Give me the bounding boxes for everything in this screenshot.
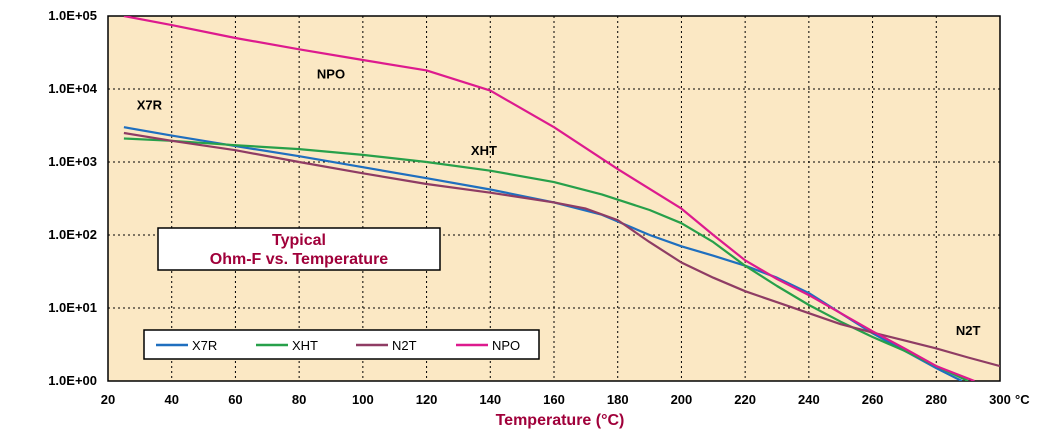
series-line-x7r (123, 126, 963, 381)
series-line-n2t (123, 131, 1000, 368)
x-tick-label: 160 (543, 392, 565, 407)
chart-title-line-1: Typical (272, 232, 326, 249)
x-tick-label: 220 (734, 392, 756, 407)
legend-label-n2t: N2T (392, 338, 417, 353)
x-tick-label: 240 (798, 392, 820, 407)
x-tick-label: 140 (479, 392, 501, 407)
legend: X7R XHT N2T NPO (143, 329, 540, 360)
x-tick-label: 40 (164, 392, 178, 407)
y-tick-label: 1.0E+03 (48, 154, 97, 169)
x-tick-label: 80 (292, 392, 306, 407)
x-tick-label: 60 (228, 392, 242, 407)
legend-label-npo: NPO (492, 338, 520, 353)
x-tick-label: 100 (352, 392, 374, 407)
y-axis-tick-labels: 1.0E+00 1.0E+01 1.0E+02 1.0E+03 1.0E+04 1.0E+… (48, 8, 98, 388)
grid-lines (108, 16, 1000, 381)
legend-label-x7r: X7R (192, 338, 217, 353)
chart-title-box: Typical Ohm-F vs. Temperature (157, 227, 441, 271)
x-tick-label: 200 (671, 392, 693, 407)
series-label-npo: NPO (317, 66, 345, 81)
series-label-xht: XHT (471, 143, 497, 158)
y-tick-label: 1.0E+00 (48, 373, 97, 388)
x-tick-label: 20 (101, 392, 115, 407)
x-tick-label: 300 (989, 392, 1011, 407)
series-lines (123, 16, 1000, 381)
y-tick-label: 1.0E+02 (48, 227, 97, 242)
series-line-xht (123, 137, 969, 381)
x-tick-label: 260 (862, 392, 884, 407)
x-tick-label: 280 (925, 392, 947, 407)
x-tick-label: 120 (416, 392, 438, 407)
legend-label-xht: XHT (292, 338, 318, 353)
y-tick-label: 1.0E+05 (48, 8, 97, 23)
x-axis-title: Temperature (°C) (496, 412, 625, 429)
x-unit-suffix: °C (1015, 392, 1030, 407)
title-box-frame (157, 227, 441, 271)
series-label-n2t: N2T (956, 323, 981, 338)
y-tick-label: 1.0E+04 (48, 81, 98, 96)
series-line-npo (123, 16, 975, 381)
chart-title-line-2: Ohm-F vs. Temperature (210, 251, 389, 268)
x-tick-label: 180 (607, 392, 629, 407)
series-labels: X7R XHT N2T NPO (137, 66, 981, 337)
x-axis-tick-labels: 20 40 60 80 100 120 140 160 180 200 220 240 260 280 30… (101, 392, 1030, 407)
y-tick-label: 1.0E+01 (48, 300, 97, 315)
series-label-x7r: X7R (137, 98, 163, 113)
